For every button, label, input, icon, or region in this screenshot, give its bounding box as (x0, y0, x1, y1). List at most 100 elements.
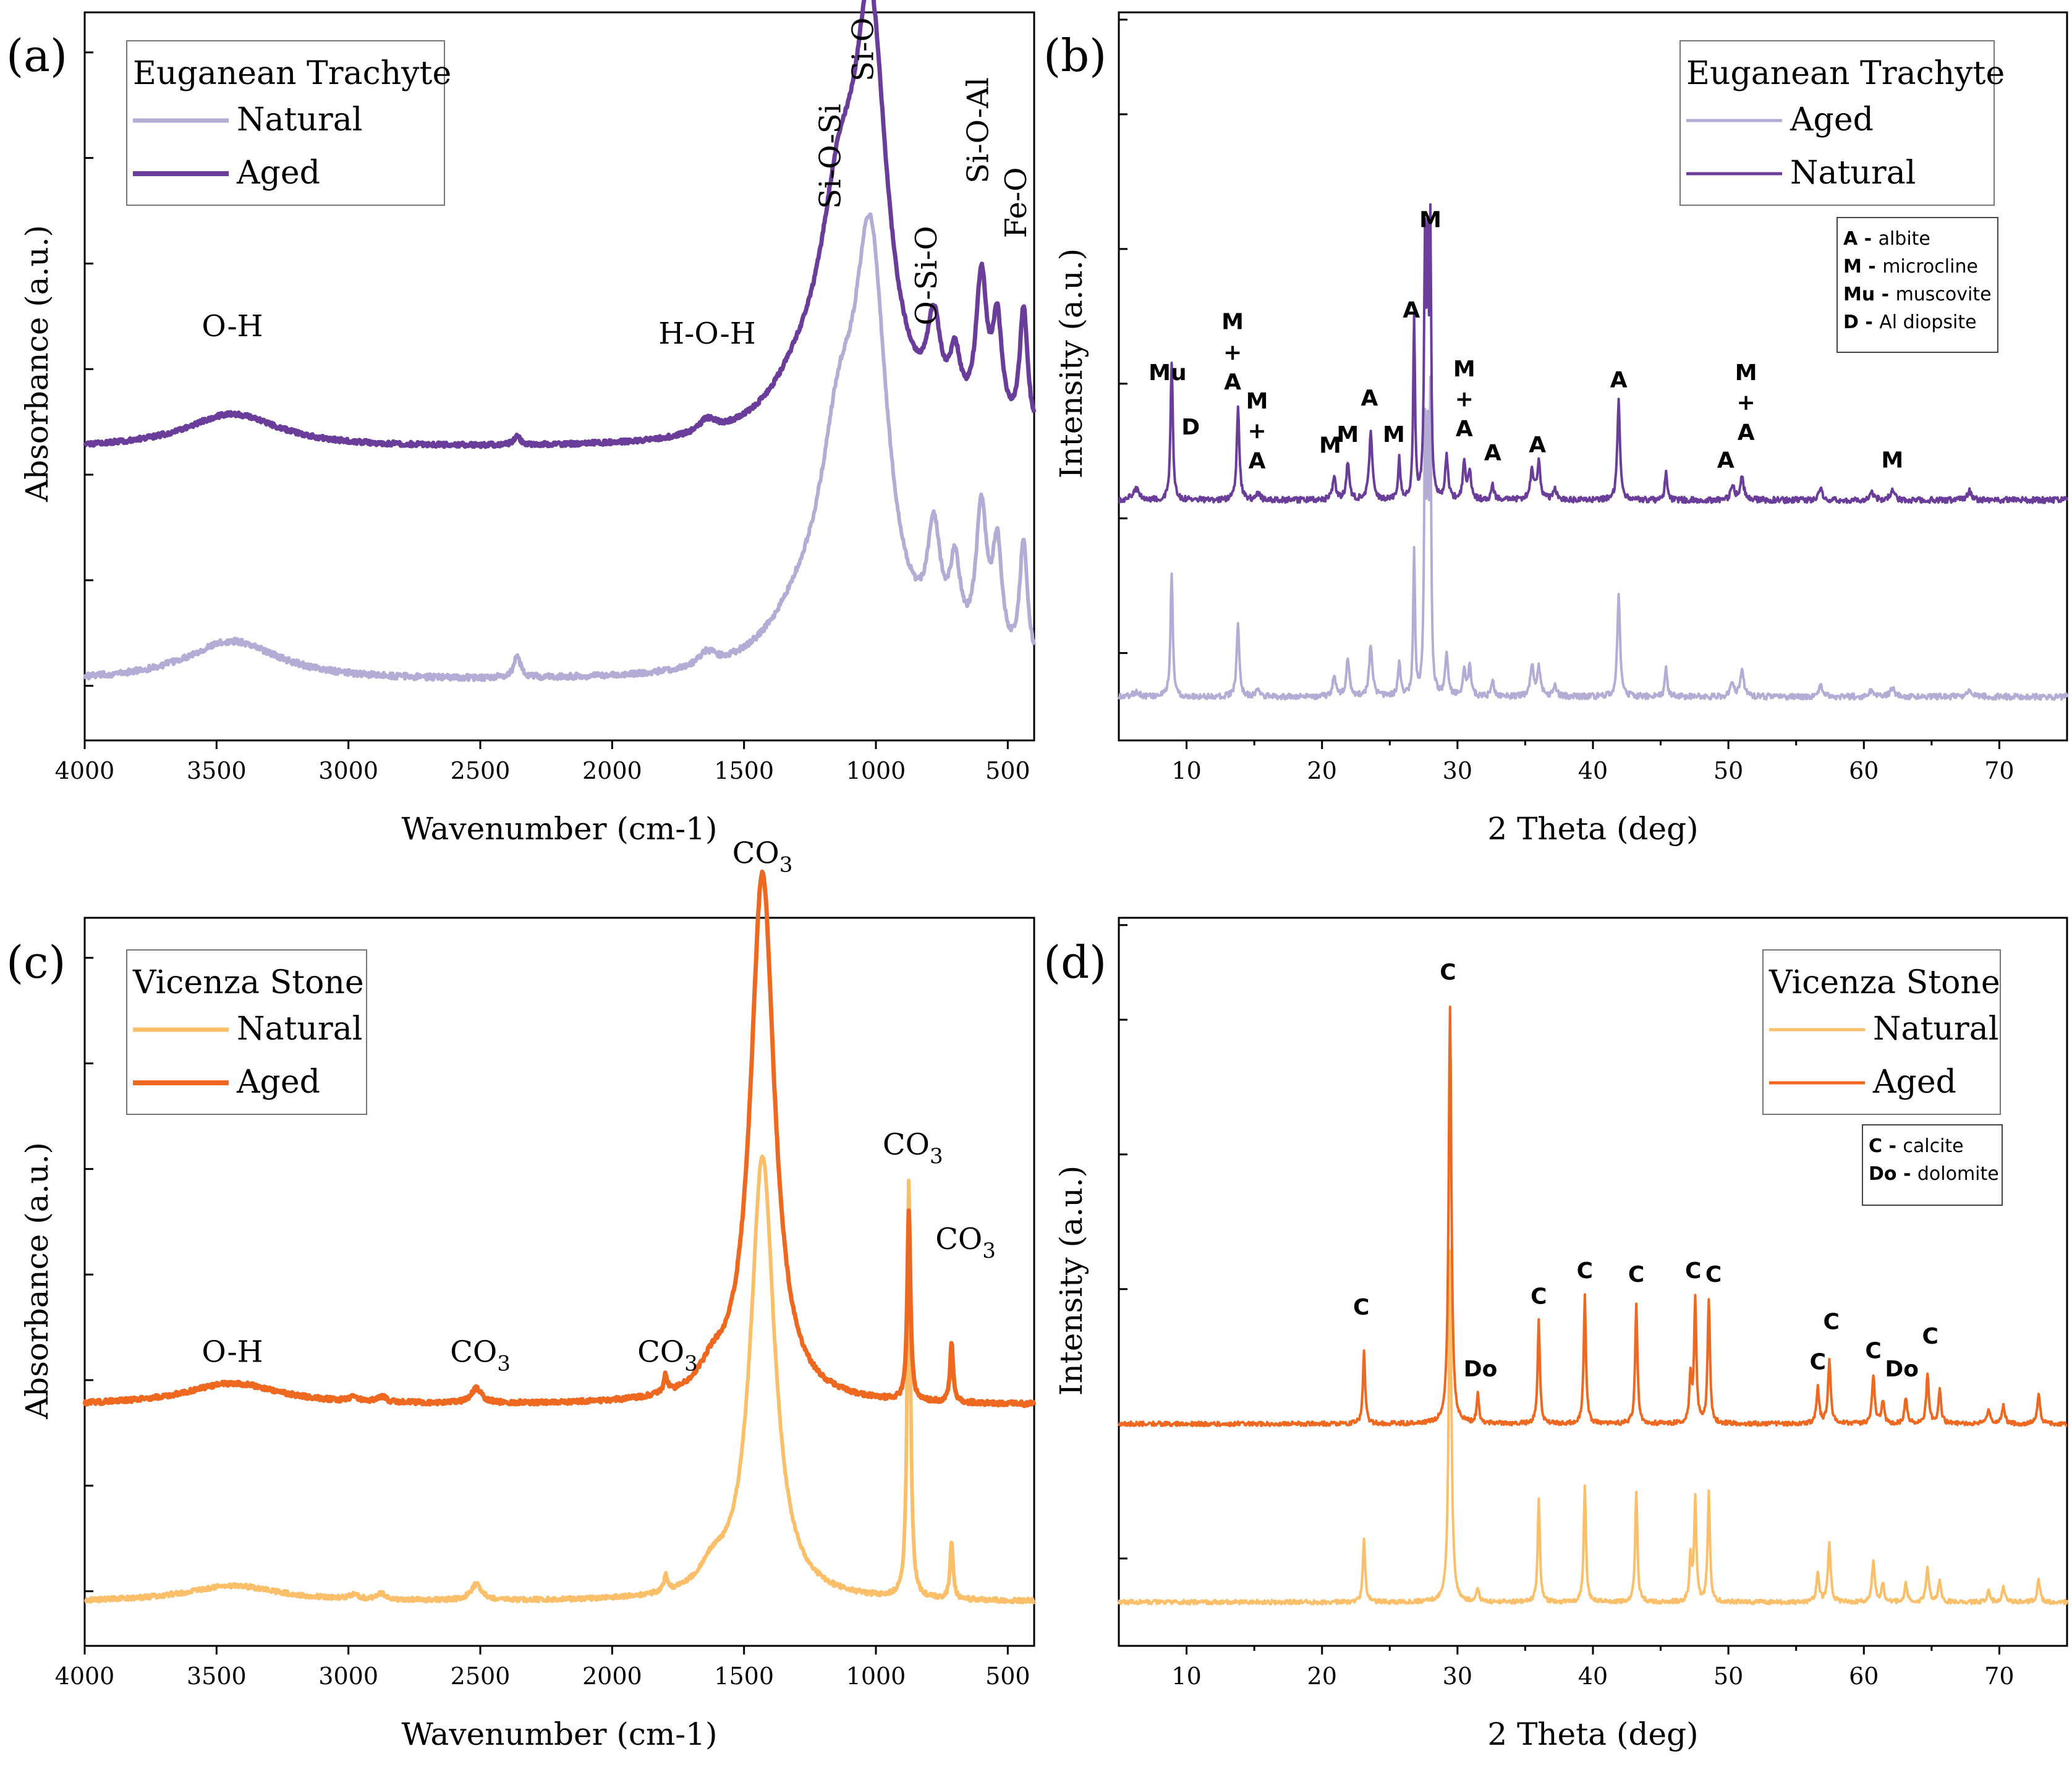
y-axis-title: Absorbance (a.u.) (19, 1142, 55, 1420)
peak-label: M (1735, 360, 1757, 386)
band-label-text: H-O-H (658, 316, 755, 351)
peak-label: C (1823, 1310, 1839, 1335)
peak-label: M (1336, 422, 1359, 447)
peak-label: C (1685, 1258, 1701, 1284)
phase-key-abbr: Do (1869, 1163, 1897, 1185)
x-tick-label: 3500 (187, 757, 247, 784)
legend-box (1679, 40, 1995, 206)
band-label-subscript: 3 (497, 1352, 511, 1376)
x-tick-label: 70 (1984, 1663, 2014, 1690)
band-label: CO3 (732, 836, 793, 878)
y-axis-title: Intensity (a.u.) (1053, 248, 1089, 479)
phase-key-name: calcite (1903, 1135, 1963, 1157)
peak-label: Do (1885, 1357, 1919, 1382)
peak-label: A (1249, 448, 1266, 473)
legend-box (1762, 949, 2001, 1115)
x-tick-label: 50 (1713, 757, 1743, 784)
band-label-subscript: 3 (779, 853, 793, 878)
phase-key-dash: - (1862, 256, 1882, 278)
peak-label: C (1531, 1284, 1547, 1309)
peak-label: M (1221, 309, 1244, 334)
phase-key-entry: C - calcite (1869, 1135, 1964, 1157)
band-label: CO3 (935, 1222, 996, 1263)
phase-key-box (1862, 1124, 2003, 1206)
band-label-text: CO (732, 836, 779, 871)
band-label: O-H (202, 1335, 263, 1370)
panel-a: 4000 3500 3000 2500 2000 1500 1000 500 Wavenumbe… (6, 0, 1037, 847)
x-tick-label: 3500 (187, 1663, 247, 1690)
legend-title: Vicenza Stone (1768, 964, 2000, 1001)
legend-title: Vicenza Stone (132, 964, 364, 1001)
peak-label: A (1484, 440, 1501, 465)
legend: Vicenza Stone Natural Aged (126, 949, 367, 1115)
band-label: Si-O-Si (813, 104, 847, 209)
peak-label: A (1361, 386, 1378, 411)
x-axis-title: 2 Theta (deg) (1487, 1716, 1698, 1752)
phase-key-entry: M - microcline (1843, 256, 1978, 278)
band-label-text: O-H (202, 1335, 263, 1370)
x-tick-label: 2000 (582, 757, 642, 784)
x-tick-label: 4000 (55, 757, 115, 784)
peak-label: A (1224, 370, 1241, 395)
legend-box (126, 949, 367, 1115)
peak-label: C (1810, 1349, 1826, 1375)
phase-key: A - albite M - microcline Mu - muscovite D … (1836, 217, 1998, 353)
x-tick-label: 3000 (318, 757, 378, 784)
band-label: Fe-O (999, 167, 1034, 239)
panel-d: 10 20 30 40 50 60 70 2 Theta (deg) Intensity (a.… (1043, 917, 2068, 1752)
band-label: O-Si-O (909, 226, 944, 325)
phase-key-entry: Do - dolomite (1869, 1163, 1999, 1185)
legend: Vicenza Stone Natural Aged (1762, 949, 2001, 1115)
panel-label: (c) (6, 936, 66, 988)
plot-frame (83, 917, 1035, 1647)
phase-key-dash: - (1858, 228, 1878, 250)
band-label-subscript: 3 (684, 1352, 698, 1376)
series-line-natural (1118, 203, 2068, 504)
series-line-aged (1118, 1006, 2068, 1428)
legend-entry-aged: Aged (236, 1064, 320, 1101)
band-label: Si-O (846, 17, 881, 82)
peak-label: A (1610, 368, 1628, 393)
band-label: H-O-H (658, 316, 755, 351)
peak-label: M (1881, 447, 1903, 473)
phase-key-abbr: D (1843, 311, 1859, 333)
x-tick-label: 3000 (318, 1663, 378, 1690)
peak-label: C (1353, 1295, 1369, 1320)
x-tick-label: 60 (1849, 1663, 1879, 1690)
x-tick-label: 40 (1578, 757, 1608, 784)
series-line-natural (83, 1155, 1035, 1604)
peak-label: + (1223, 340, 1242, 365)
band-label-subscript: 3 (982, 1239, 996, 1263)
peak-label: D (1181, 415, 1200, 440)
x-tick-label: 500 (985, 1663, 1030, 1690)
band-label-text: O-H (202, 309, 263, 344)
band-label-text: CO (637, 1335, 684, 1370)
series-line-aged (82, 869, 1037, 1409)
peak-label: C (1922, 1324, 1938, 1349)
legend-entry-natural: Natural (237, 101, 362, 138)
x-tick-label: 2000 (582, 1663, 642, 1690)
phase-key-abbr: M (1843, 256, 1862, 278)
x-axis-title: 2 Theta (deg) (1487, 811, 1698, 847)
band-label: CO3 (883, 1127, 943, 1169)
peak-label: M (1319, 433, 1341, 459)
peak-label: A (1456, 417, 1473, 442)
phase-key: C - calcite Do - dolomite (1862, 1124, 2003, 1206)
plot-frame (83, 11, 1035, 742)
x-tick-label: 1500 (714, 757, 774, 784)
x-tick-label: 20 (1307, 757, 1337, 784)
series-line-aged (83, 0, 1037, 449)
legend-box (126, 40, 445, 206)
x-axis-title: Wavenumber (cm-1) (401, 811, 717, 847)
legend-entry-natural: Natural (1790, 155, 1916, 192)
peak-label: C (1705, 1262, 1722, 1287)
x-tick-label: 50 (1713, 1663, 1743, 1690)
phase-key-dash: - (1897, 1163, 1917, 1185)
phase-key-abbr: Mu (1843, 284, 1875, 305)
peak-label: C (1577, 1258, 1593, 1284)
peak-label: Do (1464, 1357, 1498, 1382)
peak-label: A (1403, 298, 1420, 323)
phase-key-name: Al diopsite (1879, 311, 1976, 333)
series-line-aged (1118, 375, 2068, 701)
